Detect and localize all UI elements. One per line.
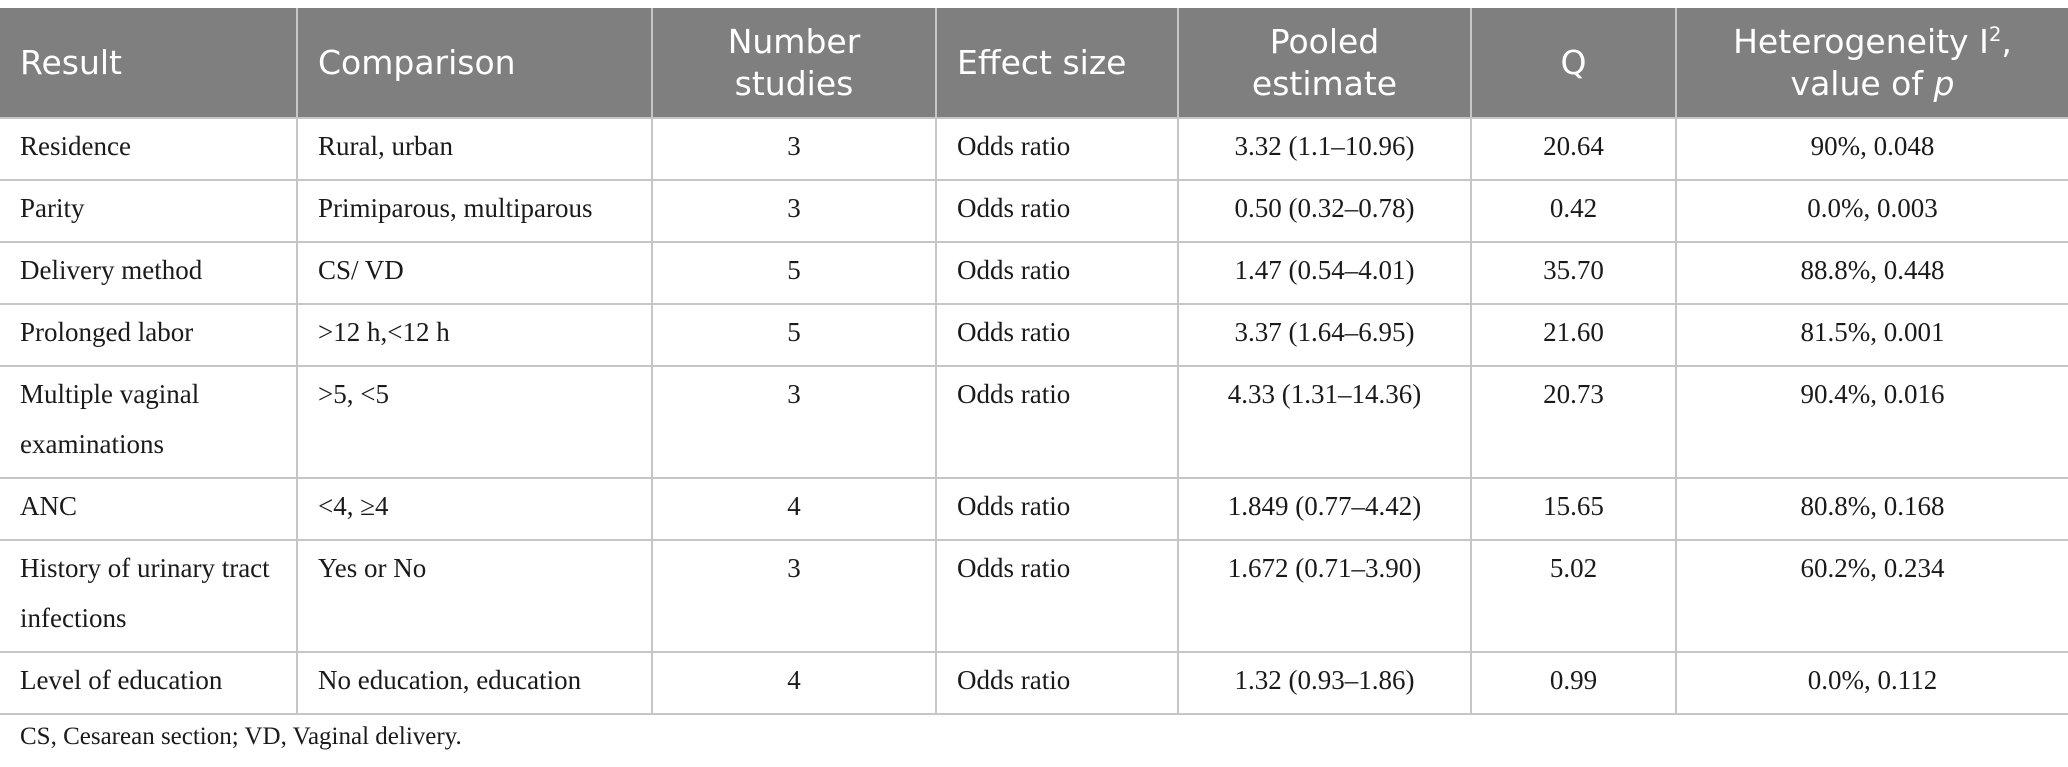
cell-pooled-estimate: 1.672 (0.71–3.90) [1177, 540, 1471, 653]
cell-heterogeneity: 90%, 0.048 [1675, 118, 2068, 181]
cell-number-studies: 3 [651, 180, 936, 243]
cell-number-studies: 3 [651, 366, 936, 479]
table-row: Residence Rural, urban 3 Odds ratio 3.32… [0, 118, 2068, 181]
header-heterogeneity-superscript: 2 [1988, 22, 2002, 46]
cell-q: 21.60 [1470, 304, 1676, 367]
cell-number-studies: 5 [651, 242, 936, 305]
cell-comparison: No education, education [296, 652, 652, 715]
cell-result: Residence [0, 118, 297, 181]
cell-pooled-estimate: 3.32 (1.1–10.96) [1177, 118, 1471, 181]
cell-pooled-estimate: 1.849 (0.77–4.42) [1177, 478, 1471, 541]
cell-q: 20.64 [1470, 118, 1676, 181]
table-row: Prolonged labor >12 h,<12 h 5 Odds ratio… [0, 304, 2068, 367]
header-heterogeneity-middle: , value of [1790, 21, 2012, 103]
cell-comparison: >5, <5 [296, 366, 652, 479]
cell-q: 20.73 [1470, 366, 1676, 479]
cell-heterogeneity: 90.4%, 0.016 [1675, 366, 2068, 479]
table-footnote: CS, Cesarean section; VD, Vaginal delive… [20, 723, 462, 750]
header-number-studies: Number studies [651, 8, 936, 119]
cell-result: Prolonged labor [0, 304, 297, 367]
cell-number-studies: 4 [651, 652, 936, 715]
cell-q: 15.65 [1470, 478, 1676, 541]
cell-q: 35.70 [1470, 242, 1676, 305]
cell-heterogeneity: 80.8%, 0.168 [1675, 478, 2068, 541]
cell-effect-size: Odds ratio [935, 540, 1178, 653]
header-result: Result [0, 8, 297, 119]
header-pooled-estimate: Pooled estimate [1177, 8, 1471, 119]
cell-effect-size: Odds ratio [935, 242, 1178, 305]
header-heterogeneity-prefix: Heterogeneity I [1733, 21, 1989, 61]
cell-effect-size: Odds ratio [935, 366, 1178, 479]
cell-result: History of urinary tract infections [0, 540, 297, 653]
table-header: Result Comparison Number studies Effect … [0, 8, 2068, 119]
cell-result: Multiple vaginal examinations [0, 366, 297, 479]
cell-q: 5.02 [1470, 540, 1676, 653]
cell-heterogeneity: 0.0%, 0.003 [1675, 180, 2068, 243]
table-row: Parity Primiparous, multiparous 3 Odds r… [0, 180, 2068, 243]
cell-q: 0.99 [1470, 652, 1676, 715]
cell-pooled-estimate: 0.50 (0.32–0.78) [1177, 180, 1471, 243]
table-row: Multiple vaginal examinations >5, <5 3 O… [0, 366, 2068, 479]
cell-effect-size: Odds ratio [935, 180, 1178, 243]
cell-result: Parity [0, 180, 297, 243]
cell-heterogeneity: 88.8%, 0.448 [1675, 242, 2068, 305]
cell-effect-size: Odds ratio [935, 478, 1178, 541]
cell-comparison: CS/ VD [296, 242, 652, 305]
header-row: Result Comparison Number studies Effect … [0, 8, 2068, 119]
header-heterogeneity-italic: p [1933, 63, 1955, 103]
cell-effect-size: Odds ratio [935, 118, 1178, 181]
table-row: ANC <4, ≥4 4 Odds ratio 1.849 (0.77–4.42… [0, 478, 2068, 541]
table-row: History of urinary tract infections Yes … [0, 540, 2068, 653]
header-q: Q [1470, 8, 1676, 119]
cell-comparison: Rural, urban [296, 118, 652, 181]
cell-comparison: Yes or No [296, 540, 652, 653]
header-heterogeneity: Heterogeneity I2, value of p [1675, 8, 2068, 119]
cell-result: Level of education [0, 652, 297, 715]
cell-number-studies: 3 [651, 118, 936, 181]
cell-heterogeneity: 81.5%, 0.001 [1675, 304, 2068, 367]
cell-number-studies: 4 [651, 478, 936, 541]
cell-comparison: Primiparous, multiparous [296, 180, 652, 243]
cell-number-studies: 3 [651, 540, 936, 653]
table-row: Delivery method CS/ VD 5 Odds ratio 1.47… [0, 242, 2068, 305]
cell-heterogeneity: 0.0%, 0.112 [1675, 652, 2068, 715]
cell-pooled-estimate: 3.37 (1.64–6.95) [1177, 304, 1471, 367]
table-body: Residence Rural, urban 3 Odds ratio 3.32… [0, 118, 2068, 715]
cell-effect-size: Odds ratio [935, 304, 1178, 367]
cell-result: Delivery method [0, 242, 297, 305]
cell-number-studies: 5 [651, 304, 936, 367]
header-comparison: Comparison [296, 8, 652, 119]
cell-pooled-estimate: 4.33 (1.31–14.36) [1177, 366, 1471, 479]
cell-q: 0.42 [1470, 180, 1676, 243]
cell-effect-size: Odds ratio [935, 652, 1178, 715]
cell-pooled-estimate: 1.32 (0.93–1.86) [1177, 652, 1471, 715]
cell-pooled-estimate: 1.47 (0.54–4.01) [1177, 242, 1471, 305]
cell-result: ANC [0, 478, 297, 541]
results-table: Result Comparison Number studies Effect … [0, 8, 2068, 715]
cell-heterogeneity: 60.2%, 0.234 [1675, 540, 2068, 653]
cell-comparison: <4, ≥4 [296, 478, 652, 541]
header-effect-size: Effect size [935, 8, 1178, 119]
table-row: Level of education No education, educati… [0, 652, 2068, 715]
cell-comparison: >12 h,<12 h [296, 304, 652, 367]
